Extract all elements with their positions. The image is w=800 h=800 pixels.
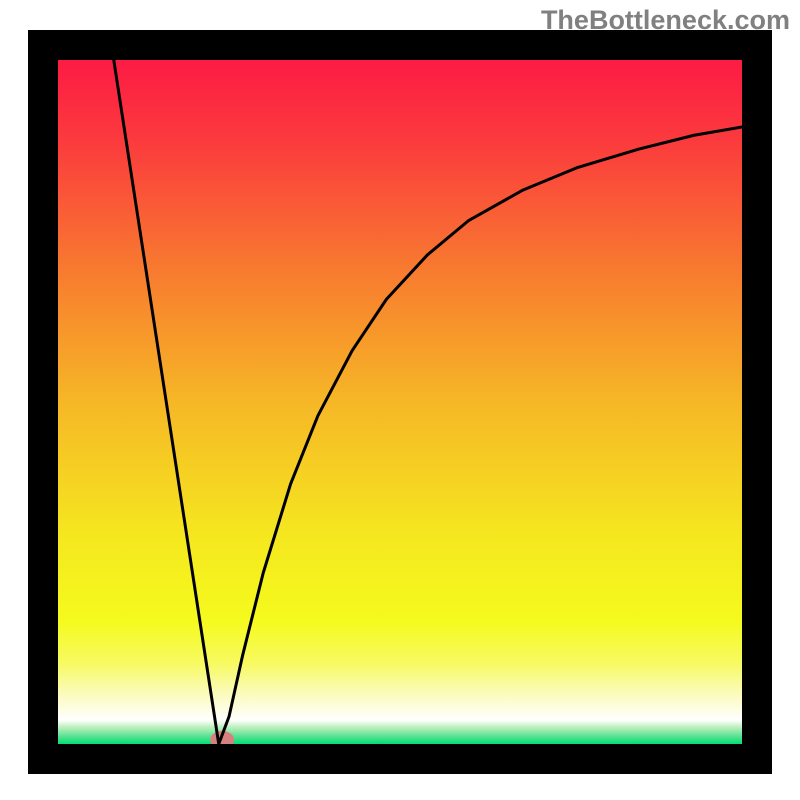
watermark-text: TheBottleneck.com	[541, 5, 790, 36]
chart-container: TheBottleneck.com	[0, 0, 800, 800]
plot-frame	[28, 30, 772, 774]
